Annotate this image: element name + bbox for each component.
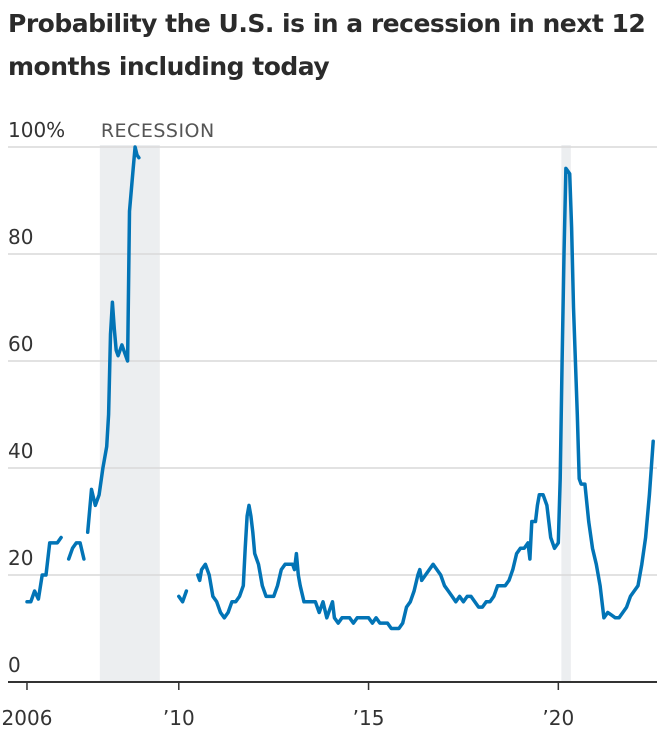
x-tick-label: 2006 [2,706,53,730]
series-line-segment [66,541,86,561]
gridlines [8,146,657,576]
series-line-segment [85,145,141,534]
recession-band [561,145,571,682]
series-line-segment [196,166,655,631]
series-line-segment [25,535,63,604]
y-tick-label: 60 [8,332,33,356]
recession-band-label: RECESSION [101,120,215,142]
y-axis-tick-labels: 0 20 40 60 80 100% [8,118,65,677]
y-tick-label: 40 [8,439,33,463]
x-axis: 2006 ’10 ’15 ’20 [2,681,657,730]
probability-series [25,145,655,631]
y-tick-label: 80 [8,225,33,249]
y-tick-label: 0 [8,653,21,677]
x-tick-label: ’10 [163,706,195,730]
x-tick-label: ’15 [353,706,385,730]
recession-bands: RECESSION [99,120,571,682]
y-tick-label: 100% [8,118,65,142]
y-tick-label: 20 [8,546,33,570]
x-tick-label: ’20 [542,706,574,730]
series-line-segment [177,589,189,604]
chart-title: Probability the U.S. is in a recession i… [8,9,646,81]
